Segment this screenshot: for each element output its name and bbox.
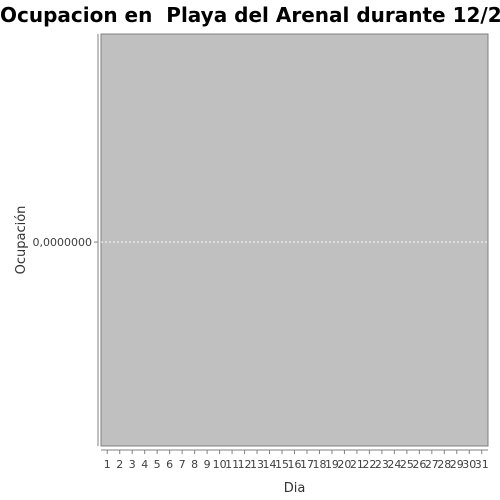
x-tick-label: 1 bbox=[104, 458, 111, 471]
x-tick-label: 9 bbox=[204, 458, 211, 471]
x-tick-label: 20 bbox=[337, 458, 351, 471]
x-tick-label: 6 bbox=[166, 458, 173, 471]
x-tick-label: 5 bbox=[154, 458, 161, 471]
x-tick-label: 31 bbox=[475, 458, 489, 471]
x-tick-label: 2 bbox=[116, 458, 123, 471]
x-axis-label: Dia bbox=[284, 481, 306, 496]
x-tick-label: 16 bbox=[288, 458, 302, 471]
x-tick-label: 26 bbox=[412, 458, 426, 471]
x-tick-label: 13 bbox=[250, 458, 264, 471]
x-tick-label: 28 bbox=[437, 458, 451, 471]
plot-background bbox=[100, 33, 489, 447]
x-tick-label: 3 bbox=[129, 458, 136, 471]
y-axis-label: Ocupación bbox=[14, 206, 29, 275]
y-axis-ticks: 0,0000000 bbox=[33, 236, 98, 249]
chart-title: Ocupacion en Playa del Arenal durante 12… bbox=[0, 3, 500, 27]
x-tick-label: 30 bbox=[462, 458, 476, 471]
x-tick-label: 22 bbox=[362, 458, 376, 471]
x-tick-label: 29 bbox=[450, 458, 464, 471]
x-axis-ticks: 1 2 3 4 5 6 7 8 9 1011121314151617181920212223242… bbox=[104, 450, 489, 471]
x-tick-label: 23 bbox=[375, 458, 389, 471]
x-tick-label: 17 bbox=[300, 458, 314, 471]
x-tick-label: 12 bbox=[238, 458, 252, 471]
y-tick-label: 0,0000000 bbox=[33, 236, 93, 249]
x-tick-label: 8 bbox=[191, 458, 198, 471]
x-tick-label: 15 bbox=[275, 458, 289, 471]
x-tick-label: 18 bbox=[312, 458, 326, 471]
x-tick-label: 27 bbox=[425, 458, 439, 471]
x-tick-label: 7 bbox=[179, 458, 186, 471]
x-tick-label: 14 bbox=[263, 458, 277, 471]
x-tick-label: 25 bbox=[400, 458, 414, 471]
x-tick-label: 11 bbox=[225, 458, 239, 471]
x-tick-label: 4 bbox=[141, 458, 148, 471]
x-tick-label: 19 bbox=[325, 458, 339, 471]
x-tick-label: 21 bbox=[350, 458, 364, 471]
x-tick-label: 10 bbox=[213, 458, 227, 471]
x-tick-label: 24 bbox=[387, 458, 401, 471]
